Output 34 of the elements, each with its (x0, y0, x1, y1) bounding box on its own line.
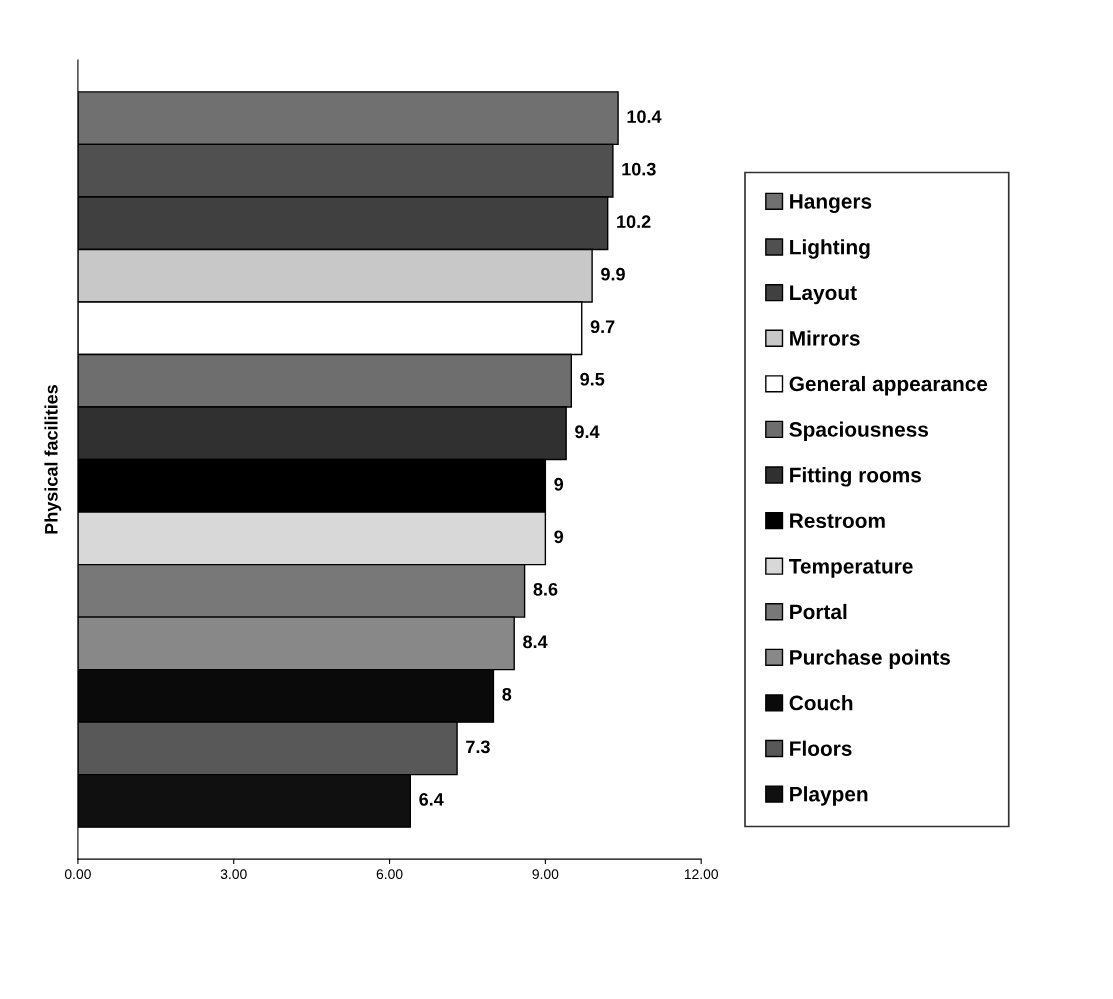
data-label: 8.4 (523, 635, 548, 649)
data-label: 9.9 (601, 267, 625, 281)
legend-label: Fitting rooms (790, 467, 921, 487)
legend-label: Mirrors (790, 330, 860, 346)
legend-label: Playpen (790, 786, 868, 806)
data-label: 9.5 (580, 372, 605, 386)
legend-label: Lighting (790, 239, 870, 259)
data-label: 10.3 (622, 162, 656, 176)
legend-label: General appearance (789, 375, 988, 396)
data-label: 9 (554, 530, 564, 544)
data-label: 8 (502, 687, 512, 701)
data-label: 6.4 (419, 792, 444, 806)
legend-label: Restroom (790, 513, 885, 529)
x-tick-label: 0.00 (64, 869, 91, 880)
legend-label: Layout (790, 285, 857, 305)
legend-label: Spaciousness (789, 421, 928, 441)
x-tick-label: 12.00 (684, 869, 719, 880)
data-label: 9.7 (590, 320, 615, 334)
legend-label: Purchase points (790, 649, 950, 669)
x-tick-label: 3.00 (220, 869, 247, 880)
data-label: 10.2 (617, 215, 651, 229)
legend-label: Temperature (788, 559, 913, 578)
x-tick-label: 6.00 (376, 869, 403, 880)
data-label: 7.3 (466, 740, 490, 754)
legend-label: Portal (790, 603, 847, 620)
data-label: 10.4 (627, 110, 662, 124)
legend-label: Floors (790, 740, 852, 756)
data-label: 8.6 (533, 582, 558, 596)
data-label: 9.4 (575, 425, 600, 439)
legend-label: Couch (789, 695, 853, 711)
legend-label: Hangers (790, 194, 872, 213)
y-tick-label: Physical facilities (44, 385, 62, 534)
x-tick-label: 9.00 (532, 869, 559, 880)
data-label: 9 (554, 477, 564, 491)
